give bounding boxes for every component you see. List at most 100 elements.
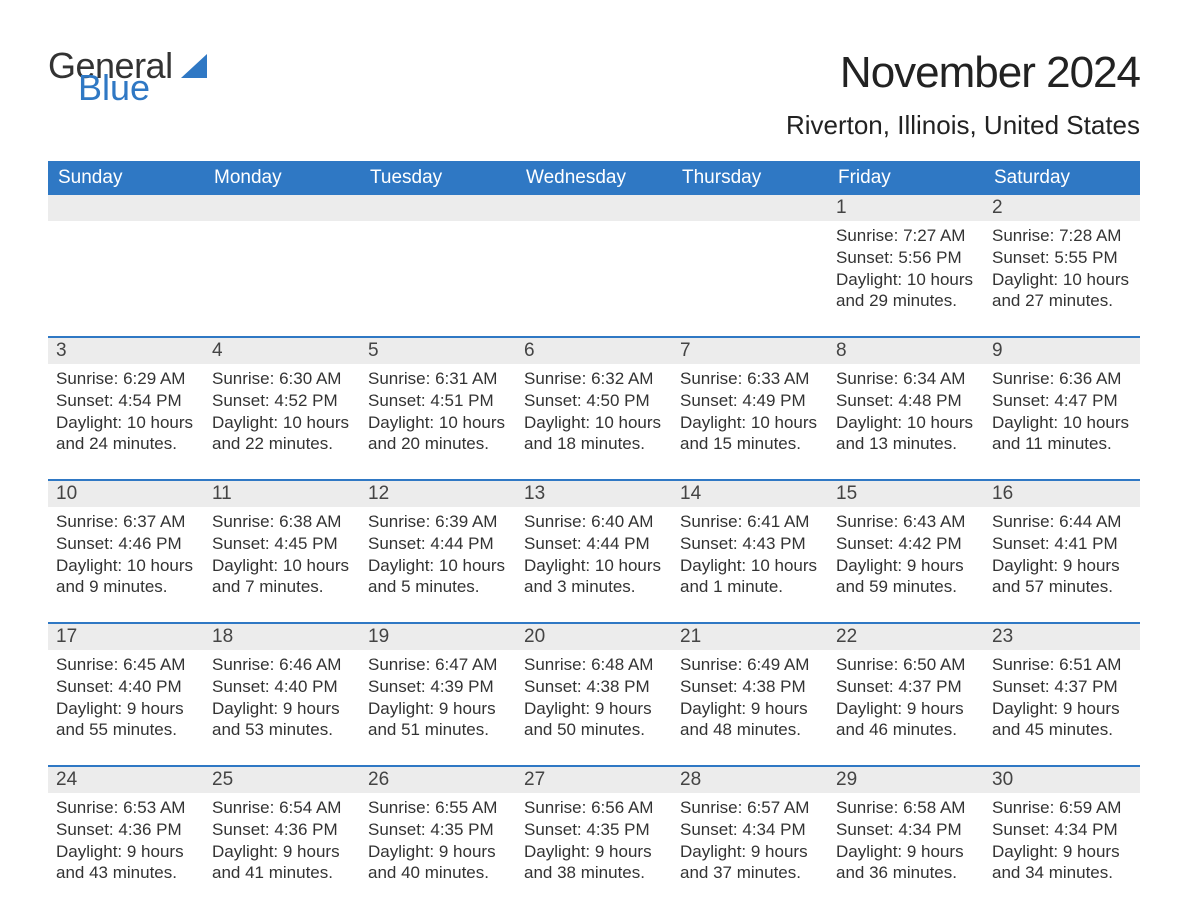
daylight2-text: and 27 minutes. <box>992 290 1132 312</box>
daylight1-text: Daylight: 9 hours <box>836 841 976 863</box>
day-details: Sunrise: 6:55 AMSunset: 4:35 PMDaylight:… <box>360 793 516 884</box>
daylight2-text: and 3 minutes. <box>524 576 664 598</box>
sunrise-text: Sunrise: 6:46 AM <box>212 654 352 676</box>
sunrise-text: Sunrise: 6:54 AM <box>212 797 352 819</box>
day-details: Sunrise: 6:50 AMSunset: 4:37 PMDaylight:… <box>828 650 984 741</box>
daylight2-text: and 38 minutes. <box>524 862 664 884</box>
day-cell: 24Sunrise: 6:53 AMSunset: 4:36 PMDayligh… <box>48 767 204 890</box>
sunrise-text: Sunrise: 6:32 AM <box>524 368 664 390</box>
daylight2-text: and 43 minutes. <box>56 862 196 884</box>
sunset-text: Sunset: 5:56 PM <box>836 247 976 269</box>
day-number: 15 <box>828 481 984 507</box>
day-details: Sunrise: 6:34 AMSunset: 4:48 PMDaylight:… <box>828 364 984 455</box>
sunrise-text: Sunrise: 6:55 AM <box>368 797 508 819</box>
day-number: 27 <box>516 767 672 793</box>
daylight2-text: and 46 minutes. <box>836 719 976 741</box>
daylight2-text: and 55 minutes. <box>56 719 196 741</box>
daylight1-text: Daylight: 10 hours <box>524 412 664 434</box>
day-details: Sunrise: 6:46 AMSunset: 4:40 PMDaylight:… <box>204 650 360 741</box>
dow-label: Sunday <box>48 161 204 195</box>
daylight2-text: and 18 minutes. <box>524 433 664 455</box>
daylight1-text: Daylight: 9 hours <box>836 698 976 720</box>
day-number: 28 <box>672 767 828 793</box>
sunset-text: Sunset: 4:35 PM <box>524 819 664 841</box>
daylight2-text: and 5 minutes. <box>368 576 508 598</box>
sunset-text: Sunset: 4:40 PM <box>212 676 352 698</box>
day-number: 11 <box>204 481 360 507</box>
sunset-text: Sunset: 4:51 PM <box>368 390 508 412</box>
day-cell: 19Sunrise: 6:47 AMSunset: 4:39 PMDayligh… <box>360 624 516 747</box>
daylight1-text: Daylight: 10 hours <box>992 412 1132 434</box>
day-details: Sunrise: 6:58 AMSunset: 4:34 PMDaylight:… <box>828 793 984 884</box>
day-cell: 22Sunrise: 6:50 AMSunset: 4:37 PMDayligh… <box>828 624 984 747</box>
dow-label: Friday <box>828 161 984 195</box>
daylight1-text: Daylight: 9 hours <box>680 698 820 720</box>
sunrise-text: Sunrise: 6:41 AM <box>680 511 820 533</box>
day-number: 5 <box>360 338 516 364</box>
sunset-text: Sunset: 4:34 PM <box>836 819 976 841</box>
day-number <box>48 195 204 221</box>
daylight2-text: and 41 minutes. <box>212 862 352 884</box>
day-number: 25 <box>204 767 360 793</box>
daylight2-text: and 37 minutes. <box>680 862 820 884</box>
sunrise-text: Sunrise: 6:45 AM <box>56 654 196 676</box>
day-number: 23 <box>984 624 1140 650</box>
empty-cell <box>516 195 672 318</box>
day-number: 30 <box>984 767 1140 793</box>
sunset-text: Sunset: 4:52 PM <box>212 390 352 412</box>
daylight2-text: and 57 minutes. <box>992 576 1132 598</box>
daylight1-text: Daylight: 10 hours <box>56 412 196 434</box>
day-of-week-header: SundayMondayTuesdayWednesdayThursdayFrid… <box>48 161 1140 195</box>
daylight2-text: and 9 minutes. <box>56 576 196 598</box>
day-cell: 26Sunrise: 6:55 AMSunset: 4:35 PMDayligh… <box>360 767 516 890</box>
day-number: 7 <box>672 338 828 364</box>
week-row: 24Sunrise: 6:53 AMSunset: 4:36 PMDayligh… <box>48 765 1140 890</box>
daylight1-text: Daylight: 10 hours <box>212 412 352 434</box>
sunrise-text: Sunrise: 6:31 AM <box>368 368 508 390</box>
sunset-text: Sunset: 4:35 PM <box>368 819 508 841</box>
sunset-text: Sunset: 4:34 PM <box>992 819 1132 841</box>
daylight1-text: Daylight: 9 hours <box>680 841 820 863</box>
daylight2-text: and 1 minute. <box>680 576 820 598</box>
day-cell: 18Sunrise: 6:46 AMSunset: 4:40 PMDayligh… <box>204 624 360 747</box>
dow-label: Monday <box>204 161 360 195</box>
day-number: 29 <box>828 767 984 793</box>
daylight2-text: and 34 minutes. <box>992 862 1132 884</box>
daylight2-text: and 20 minutes. <box>368 433 508 455</box>
logo-word-2: Blue <box>78 72 215 104</box>
sunrise-text: Sunrise: 6:58 AM <box>836 797 976 819</box>
day-cell: 6Sunrise: 6:32 AMSunset: 4:50 PMDaylight… <box>516 338 672 461</box>
sunset-text: Sunset: 4:40 PM <box>56 676 196 698</box>
day-number: 4 <box>204 338 360 364</box>
sunset-text: Sunset: 4:36 PM <box>212 819 352 841</box>
day-number: 8 <box>828 338 984 364</box>
day-details: Sunrise: 6:49 AMSunset: 4:38 PMDaylight:… <box>672 650 828 741</box>
day-cell: 10Sunrise: 6:37 AMSunset: 4:46 PMDayligh… <box>48 481 204 604</box>
day-cell: 17Sunrise: 6:45 AMSunset: 4:40 PMDayligh… <box>48 624 204 747</box>
daylight1-text: Daylight: 10 hours <box>680 412 820 434</box>
daylight1-text: Daylight: 10 hours <box>368 412 508 434</box>
sunrise-text: Sunrise: 6:43 AM <box>836 511 976 533</box>
day-number: 12 <box>360 481 516 507</box>
day-cell: 7Sunrise: 6:33 AMSunset: 4:49 PMDaylight… <box>672 338 828 461</box>
day-details: Sunrise: 6:40 AMSunset: 4:44 PMDaylight:… <box>516 507 672 598</box>
day-details: Sunrise: 6:51 AMSunset: 4:37 PMDaylight:… <box>984 650 1140 741</box>
empty-cell <box>204 195 360 318</box>
daylight2-text: and 22 minutes. <box>212 433 352 455</box>
daylight1-text: Daylight: 9 hours <box>992 555 1132 577</box>
day-details: Sunrise: 6:32 AMSunset: 4:50 PMDaylight:… <box>516 364 672 455</box>
sunset-text: Sunset: 4:44 PM <box>524 533 664 555</box>
daylight2-text: and 36 minutes. <box>836 862 976 884</box>
daylight1-text: Daylight: 10 hours <box>680 555 820 577</box>
day-details: Sunrise: 7:27 AMSunset: 5:56 PMDaylight:… <box>828 221 984 312</box>
day-cell: 9Sunrise: 6:36 AMSunset: 4:47 PMDaylight… <box>984 338 1140 461</box>
day-number <box>516 195 672 221</box>
day-details: Sunrise: 6:37 AMSunset: 4:46 PMDaylight:… <box>48 507 204 598</box>
day-number: 3 <box>48 338 204 364</box>
day-number <box>360 195 516 221</box>
sunset-text: Sunset: 4:37 PM <box>836 676 976 698</box>
week-row: 1Sunrise: 7:27 AMSunset: 5:56 PMDaylight… <box>48 195 1140 318</box>
sunrise-text: Sunrise: 6:38 AM <box>212 511 352 533</box>
empty-cell <box>360 195 516 318</box>
logo: General Blue <box>48 48 215 105</box>
